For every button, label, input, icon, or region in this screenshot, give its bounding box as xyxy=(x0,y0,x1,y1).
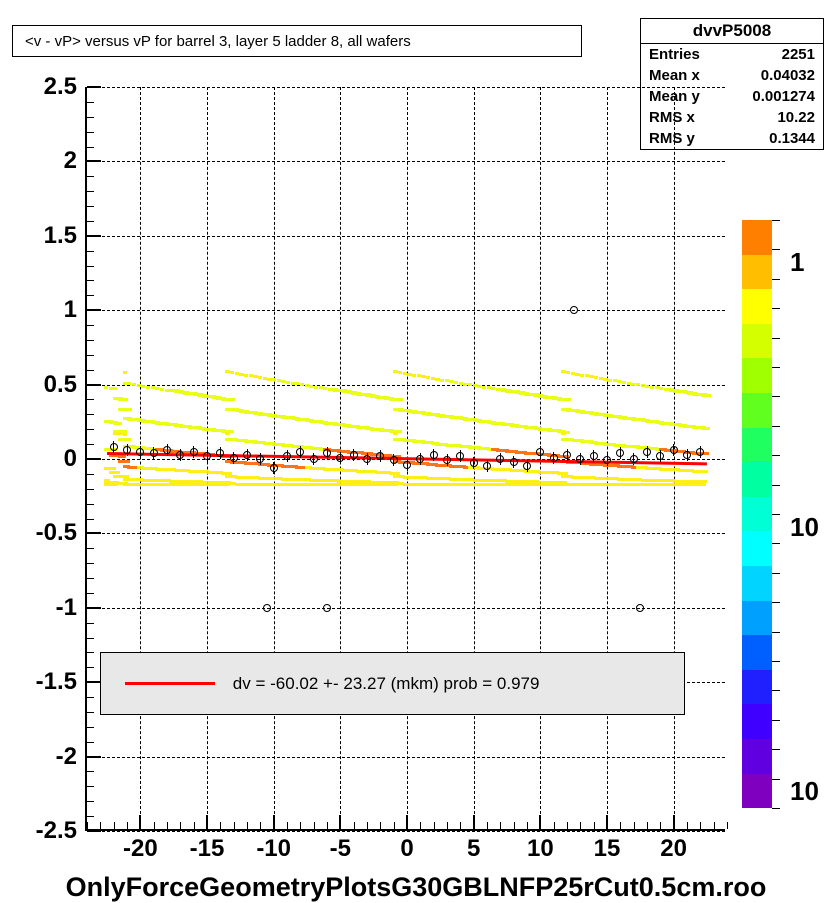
outlier-marker xyxy=(263,604,271,612)
x-tick-label: 20 xyxy=(660,829,687,863)
y-tick-label: 1 xyxy=(64,296,87,324)
x-tick-label: 15 xyxy=(594,829,621,863)
palette-swatch xyxy=(742,601,772,636)
grid-line-h xyxy=(87,608,725,609)
palette-swatch xyxy=(742,358,772,393)
palette-swatch xyxy=(742,635,772,670)
fit-legend: dv = -60.02 +- 23.27 (mkm) prob = 0.979 xyxy=(100,652,686,714)
y-tick-label: 0 xyxy=(64,445,87,473)
stats-value: 0.1344 xyxy=(769,130,815,147)
grid-line-v xyxy=(540,87,541,829)
stats-row: Mean x 0.04032 xyxy=(641,65,823,86)
grid-line-v xyxy=(674,87,675,829)
palette-swatch xyxy=(742,324,772,359)
outlier-marker xyxy=(323,604,331,612)
x-tick-label: -5 xyxy=(330,829,351,863)
x-tick-label: 10 xyxy=(527,829,554,863)
y-tick-label: -2 xyxy=(56,743,87,771)
palette-swatch xyxy=(742,255,772,290)
palette-swatch xyxy=(742,428,772,463)
stats-label: Mean x xyxy=(649,67,700,84)
grid-line-h xyxy=(87,757,725,758)
stats-value: 10.22 xyxy=(777,109,815,126)
stats-value: 0.04032 xyxy=(761,67,815,84)
y-tick-label: 2.5 xyxy=(44,73,87,101)
stats-value: 2251 xyxy=(782,46,815,63)
outlier-marker xyxy=(636,604,644,612)
grid-line-h xyxy=(87,161,725,162)
color-palette xyxy=(742,220,772,808)
y-tick-label: -2.5 xyxy=(36,817,87,845)
x-tick-label: 5 xyxy=(467,829,480,863)
palette-label: 10 xyxy=(790,776,819,807)
outlier-marker xyxy=(570,306,578,314)
palette-swatch xyxy=(742,670,772,705)
y-tick-label: 1.5 xyxy=(44,222,87,250)
y-tick-label: -0.5 xyxy=(36,519,87,547)
palette-swatch xyxy=(742,531,772,566)
stats-row: Entries 2251 xyxy=(641,44,823,65)
palette-swatch xyxy=(742,462,772,497)
stats-title: dvvP5008 xyxy=(641,19,823,44)
grid-line-v xyxy=(140,87,141,829)
chart-title: <v - vP> versus vP for barrel 3, layer 5… xyxy=(25,33,411,50)
y-tick-label: -1 xyxy=(56,594,87,622)
x-tick-label: 0 xyxy=(400,829,413,863)
chart-title-box: <v - vP> versus vP for barrel 3, layer 5… xyxy=(12,25,582,57)
grid-line-h xyxy=(87,87,725,88)
grid-line-h xyxy=(87,533,725,534)
fit-legend-text: dv = -60.02 +- 23.27 (mkm) prob = 0.979 xyxy=(233,674,540,694)
palette-swatch xyxy=(742,497,772,532)
palette-swatch xyxy=(742,704,772,739)
grid-line-v xyxy=(274,87,275,829)
palette-swatch xyxy=(742,393,772,428)
palette-label: 1 xyxy=(790,247,804,278)
plot-area: -2.5-2-1.5-1-0.500.511.522.5-20-15-10-50… xyxy=(85,87,725,831)
x-tick-label: -10 xyxy=(256,829,291,863)
x-tick-label: -20 xyxy=(123,829,158,863)
palette-swatch xyxy=(742,220,772,255)
x-tick-label: -15 xyxy=(190,829,225,863)
palette-swatch xyxy=(742,289,772,324)
stats-value: 0.001274 xyxy=(752,88,815,105)
bottom-caption: OnlyForceGeometryPlotsG30GBLNFP25rCut0.5… xyxy=(0,872,832,903)
palette-label: 10 xyxy=(790,512,819,543)
palette-swatch xyxy=(742,739,772,774)
palette-swatch xyxy=(742,566,772,601)
grid-line-h xyxy=(87,236,725,237)
grid-line-h xyxy=(87,310,725,311)
fit-legend-line xyxy=(125,682,215,685)
stats-label: Entries xyxy=(649,46,700,63)
y-tick-label: -1.5 xyxy=(36,668,87,696)
palette-swatch xyxy=(742,774,772,809)
y-tick-label: 2 xyxy=(64,147,87,175)
y-tick-label: 0.5 xyxy=(44,371,87,399)
